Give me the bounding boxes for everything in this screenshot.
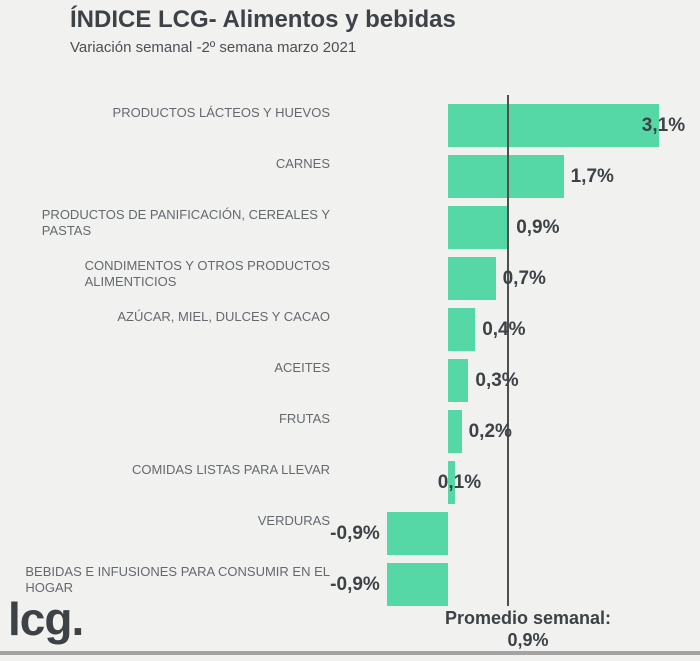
value-label: 0,1% <box>437 471 482 493</box>
category-label: CONDIMENTOS Y OTROS PRODUCTOS ALIMENTICIO… <box>85 258 330 290</box>
bar <box>448 461 455 504</box>
value-label: 3,1% <box>641 114 686 136</box>
value-label: 0,9% <box>516 216 560 238</box>
bar <box>448 206 510 249</box>
average-value: 0,9% <box>507 630 549 650</box>
category-label: FRUTAS <box>279 411 330 427</box>
average-label: Promedio semanal: <box>444 608 612 628</box>
value-label: 1,7% <box>570 165 614 187</box>
category-label-line: CARNES <box>275 156 330 171</box>
category-label: BEBIDAS E INFUSIONES PARA CONSUMIR EN EL… <box>25 564 330 596</box>
value-label: -0,9% <box>330 573 380 595</box>
category-label-line: PASTAS <box>41 223 92 238</box>
bar <box>448 410 462 453</box>
category-label: VERDURAS <box>258 513 330 529</box>
category-label-line: COMIDAS LISTAS PARA LLEVAR <box>132 462 330 477</box>
bar <box>448 155 564 198</box>
category-label-line: FRUTAS <box>278 411 330 426</box>
chart-subtitle: Variación semanal -2º semana marzo 2021 <box>70 39 357 56</box>
category-label-line: PRODUCTOS DE PANIFICACIÓN, CEREALES Y <box>41 207 330 222</box>
category-label-line: HOGAR <box>25 580 74 595</box>
value-label: 0,4% <box>482 318 526 340</box>
category-label: AZÚCAR, MIEL, DULCES Y CACAO <box>117 309 330 325</box>
category-label-line: ALIMENTICIOS <box>84 274 177 289</box>
chart-title: ÍNDICE LCG- Alimentos y bebidas <box>70 6 456 33</box>
value-label: -0,9% <box>330 522 380 544</box>
category-label: ACEITES <box>274 360 330 376</box>
category-label-line: BEBIDAS E INFUSIONES PARA CONSUMIR EN EL <box>25 564 330 579</box>
average-line <box>507 95 509 606</box>
bottom-rule <box>0 651 700 655</box>
category-label-line: VERDURAS <box>257 513 330 528</box>
category-label: PRODUCTOS LÁCTEOS Y HUEVOS <box>113 105 330 121</box>
bar <box>386 512 448 555</box>
bar <box>386 563 448 606</box>
average-annotation: Promedio semanal: 0,9% <box>428 607 628 651</box>
bar <box>448 359 469 402</box>
value-label: 0,3% <box>475 369 519 391</box>
category-label-line: PRODUCTOS LÁCTEOS Y HUEVOS <box>112 105 330 120</box>
bar <box>448 257 496 300</box>
category-label-line: ACEITES <box>274 360 330 375</box>
value-label: 0,7% <box>502 267 546 289</box>
category-label: CARNES <box>276 156 330 172</box>
category-label-line: CONDIMENTOS Y OTROS PRODUCTOS <box>84 258 330 273</box>
lcg-logo: lcg. <box>8 593 84 645</box>
category-label: PRODUCTOS DE PANIFICACIÓN, CEREALES Y PAS… <box>42 207 330 239</box>
category-label-line: AZÚCAR, MIEL, DULCES Y CACAO <box>117 309 330 324</box>
value-label: 0,2% <box>468 420 512 442</box>
bar <box>448 104 659 147</box>
category-label: COMIDAS LISTAS PARA LLEVAR <box>132 462 330 478</box>
bar <box>448 308 476 351</box>
